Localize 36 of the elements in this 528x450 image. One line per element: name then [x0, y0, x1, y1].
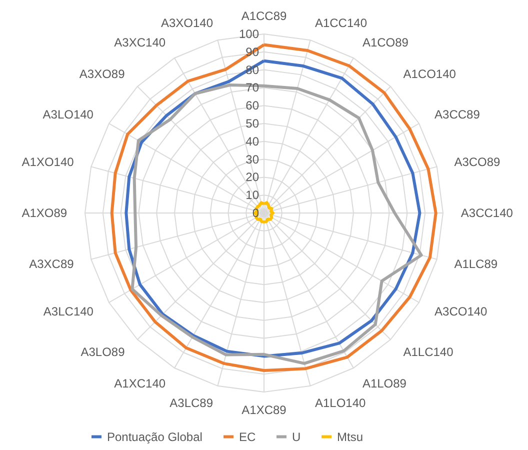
- spoke-label: A3LO140: [42, 108, 94, 122]
- legend-label: Mtsu: [337, 430, 364, 444]
- spoke-label: A1LO140: [314, 396, 366, 410]
- y-tick-label: 100: [238, 27, 260, 41]
- spoke-label: A1XO89: [22, 206, 68, 220]
- legend-label: Pontuação Global: [107, 430, 202, 444]
- spoke-label: A1CC89: [241, 9, 288, 24]
- spoke-label: A1LC140: [403, 345, 454, 360]
- y-tick-label: 50: [246, 116, 260, 130]
- y-tick-label: 30: [246, 152, 260, 166]
- spoke-label: A3LO89: [80, 345, 126, 360]
- spoke-label: A1CO89: [362, 35, 409, 50]
- spoke-label: A3XC89: [29, 256, 74, 271]
- y-tick-label: 20: [246, 170, 260, 184]
- spoke-label: A3XC140: [114, 35, 166, 50]
- y-tick-label: 60: [246, 98, 260, 113]
- spoke-label: A1XC140: [114, 376, 166, 391]
- y-tick-label: 10: [246, 188, 260, 202]
- spoke-label: A3CC89: [434, 108, 480, 122]
- spoke-label: A3CO140: [434, 304, 488, 318]
- spoke-label: A3CC140: [460, 206, 514, 220]
- spoke-label: A1XC89: [242, 402, 287, 417]
- spoke-label: A3CO89: [454, 155, 501, 170]
- spoke-label: A1XO140: [22, 155, 74, 170]
- y-tick-label: 70: [246, 80, 260, 95]
- spoke-label: A3XO89: [79, 66, 126, 81]
- legend-label: U: [292, 430, 301, 444]
- legend-label: EC: [239, 430, 256, 444]
- y-tick-label: 40: [246, 134, 260, 148]
- spoke-label: A1LC89: [454, 256, 498, 271]
- spoke-label: A3LC140: [43, 304, 94, 318]
- spoke-label: A3LC89: [170, 396, 214, 410]
- spoke-label: A1LO89: [362, 376, 407, 391]
- spoke-label: A1CO140: [403, 66, 456, 81]
- spoke-label: A3XO140: [160, 16, 214, 30]
- spoke-label: A1CC140: [314, 16, 368, 30]
